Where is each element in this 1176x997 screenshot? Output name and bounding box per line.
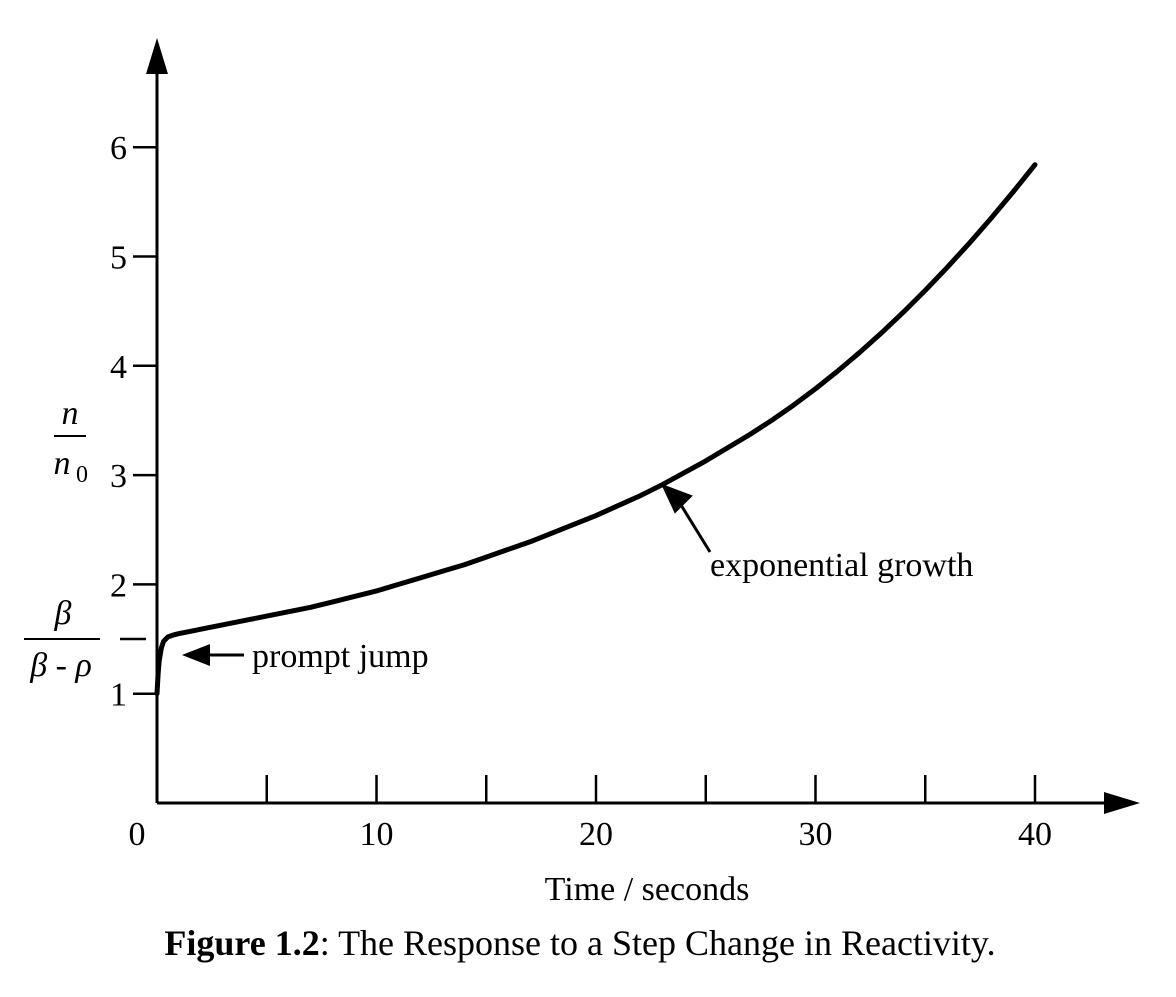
- exponential-growth-arrow-shaft: [677, 500, 712, 553]
- response-curve: [154, 162, 1038, 697]
- figure-caption: Figure 1.2: The Response to a Step Chang…: [164, 923, 995, 963]
- prompt-jump-level-label: β β - ρ: [24, 595, 146, 684]
- annotation-layer: prompt jump exponential growth: [181, 483, 973, 675]
- y-axis-arrow: [146, 38, 168, 74]
- y-tick-label: 4: [110, 349, 127, 386]
- y-label-denominator-subscript: 0: [76, 462, 88, 488]
- series-layer: [154, 162, 1038, 697]
- y-tick-label: 6: [110, 130, 127, 167]
- x-ticks: 0 10 20 30 40: [129, 775, 1052, 853]
- y-label-denominator: n: [54, 445, 71, 482]
- y-label-numerator: n: [62, 395, 79, 432]
- y-tick-label: 5: [110, 240, 127, 277]
- y-label-denominator-base: n: [54, 445, 71, 482]
- y-tick-label: 3: [110, 458, 127, 495]
- exponential-growth-arrow-head: [660, 483, 693, 514]
- x-axis-arrow: [1104, 792, 1140, 814]
- prompt-jump-level-denominator: β - ρ: [29, 647, 92, 684]
- exponential-growth-label: exponential growth: [710, 547, 973, 584]
- x-tick-label: 30: [799, 816, 833, 853]
- x-tick-label: 0: [129, 816, 146, 853]
- figure-caption-label: Figure 1.2: [164, 923, 319, 963]
- x-tick-label: 40: [1018, 816, 1052, 853]
- prompt-jump-level-numerator: β: [54, 595, 72, 632]
- y-ticks: 1 2 3 4 5 6: [110, 130, 157, 714]
- prompt-jump-arrow-head: [181, 643, 210, 666]
- y-tick-label: 1: [110, 677, 127, 714]
- x-tick-label: 20: [579, 816, 613, 853]
- y-tick-label: 2: [110, 567, 127, 604]
- figure-caption-text: : The Response to a Step Change in React…: [320, 923, 996, 963]
- y-axis-label: n n 0: [54, 395, 89, 488]
- prompt-jump-label: prompt jump: [252, 638, 429, 675]
- x-axis-title: Time / seconds: [545, 871, 750, 908]
- x-tick-label: 10: [360, 816, 394, 853]
